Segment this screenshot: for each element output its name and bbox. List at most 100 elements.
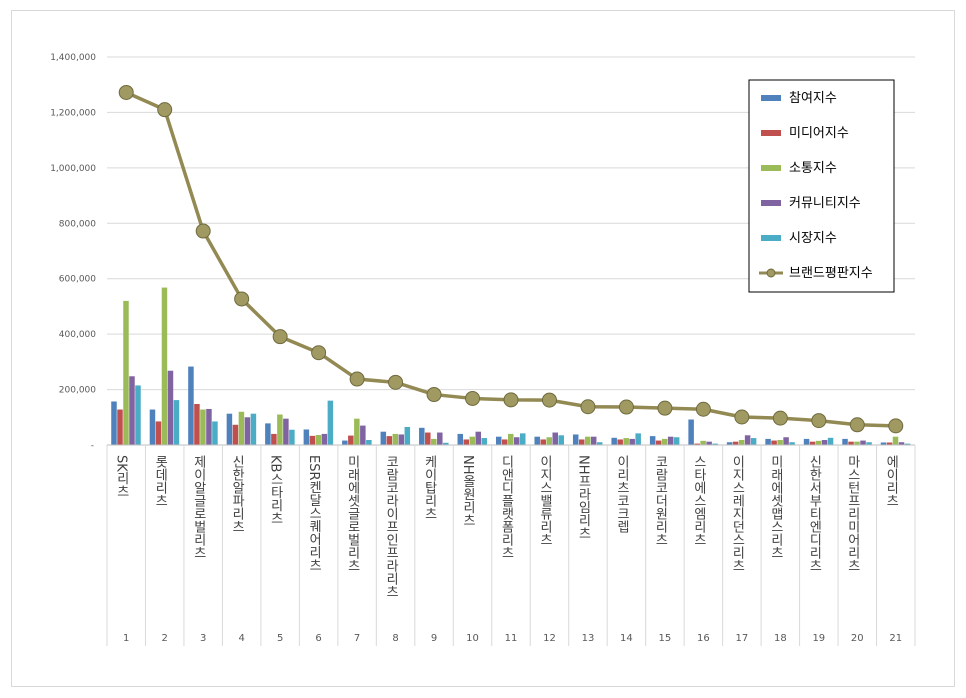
bar-3	[469, 436, 476, 445]
legend-label: 커뮤니티지수	[789, 196, 861, 211]
category-name-label: 마스턴프리미어리츠	[845, 455, 860, 572]
bar-5	[173, 400, 180, 445]
bar-4	[360, 425, 366, 445]
bar-2	[732, 441, 739, 445]
bar-4	[744, 435, 751, 445]
bar-2	[386, 436, 393, 445]
category-number-label: 6	[315, 633, 321, 644]
category-number-label: 3	[200, 633, 206, 644]
brand-reputation-point	[118, 84, 134, 100]
bar-5	[135, 385, 141, 445]
bar-1	[496, 436, 502, 445]
bar-3	[123, 300, 129, 445]
brand-reputation-point	[849, 417, 865, 433]
bar-3	[161, 287, 168, 445]
bar-3	[584, 436, 591, 445]
bar-5	[327, 400, 334, 445]
bar-5	[635, 433, 641, 445]
bar-4	[129, 376, 135, 445]
category-number-label: 20	[851, 633, 864, 644]
category-number-label: 19	[812, 633, 825, 644]
category-number-label: 17	[735, 633, 748, 644]
bar-1	[342, 440, 348, 445]
y-tick-label: 800,000	[59, 219, 96, 229]
bar-3	[392, 433, 399, 445]
brand-reputation-point	[772, 410, 788, 426]
category-number-label: 4	[238, 633, 244, 644]
bar-3	[777, 440, 783, 445]
bar-5	[366, 440, 372, 445]
category-number-label: 8	[392, 633, 398, 644]
bar-3	[238, 411, 245, 445]
bar-3	[854, 441, 860, 445]
bar-3	[546, 437, 552, 445]
category-number-label: 14	[620, 633, 633, 644]
bar-2	[694, 443, 700, 445]
bar-1	[611, 437, 617, 445]
brand-reputation-point	[657, 400, 673, 416]
bar-1	[842, 438, 848, 445]
bar-2	[155, 421, 162, 445]
legend-swatch	[761, 165, 781, 171]
brand-reputation-point	[388, 374, 404, 390]
brand-reputation-point	[695, 401, 711, 417]
brand-reputation-point	[580, 399, 596, 415]
category-name-label: 스타에스엠리츠	[691, 455, 706, 546]
brand-reputation-point	[888, 418, 904, 434]
category-name-label: 롯데리츠	[152, 455, 167, 507]
brand-reputation-chart: - 200,000 400,000 600,000 800,000 1,000,000 1,…	[50, 53, 916, 646]
category-number-label: 21	[889, 633, 902, 644]
bar-1	[880, 442, 887, 445]
bar-2	[194, 403, 200, 445]
category-number-label: 13	[582, 633, 595, 644]
category-number-label: 5	[277, 633, 283, 644]
bar-3	[815, 440, 822, 445]
category-number-label: 15	[659, 633, 672, 644]
category-name-label: 이지스밸류리츠	[537, 455, 552, 546]
bar-1	[226, 413, 233, 445]
brand-reputation-point	[349, 371, 365, 387]
bar-1	[380, 431, 387, 445]
category-number-label: 16	[697, 633, 710, 644]
bar-4	[398, 434, 405, 445]
category-number-label: 12	[543, 633, 556, 644]
bar-3	[508, 433, 514, 445]
bar-4	[629, 438, 635, 445]
bar-2	[425, 432, 431, 445]
bar-4	[821, 440, 828, 445]
legend-swatch	[761, 95, 781, 101]
bar-5	[596, 442, 603, 445]
category-name-label: SK리츠	[114, 455, 129, 498]
category-name-label: KB스타리츠	[268, 455, 283, 524]
bar-4	[783, 437, 789, 445]
bar-2	[578, 439, 585, 445]
bar-4	[860, 440, 866, 445]
brand-reputation-point	[541, 392, 557, 408]
brand-reputation-point	[465, 390, 481, 406]
category-name-label: 케이탑리츠	[422, 455, 437, 520]
bar-5	[289, 429, 295, 445]
brand-reputation-point	[157, 102, 173, 118]
y-tick-label: 1,200,000	[50, 108, 96, 118]
y-tick-label: 200,000	[59, 386, 96, 396]
bar-3	[431, 438, 437, 445]
category-name-label: 미래에셋맵스리츠	[768, 455, 783, 559]
bar-4	[437, 432, 443, 445]
bar-2	[463, 439, 470, 445]
bar-1	[265, 423, 271, 445]
brand-reputation-point	[734, 409, 750, 425]
bar-4	[475, 431, 482, 445]
bar-4	[244, 417, 251, 445]
bar-3	[200, 409, 206, 445]
bar-2	[848, 441, 854, 445]
bar-4	[167, 370, 174, 445]
bar-1	[649, 436, 656, 445]
bar-2	[348, 435, 354, 445]
category-name-label: 디앤디플랫폼리츠	[499, 455, 514, 559]
bar-5	[481, 438, 488, 445]
y-tick-label: 1,000,000	[50, 164, 96, 174]
bar-5	[250, 413, 257, 445]
bar-2	[271, 433, 277, 445]
category-number-label: 1	[123, 633, 129, 644]
bar-3	[315, 435, 322, 445]
